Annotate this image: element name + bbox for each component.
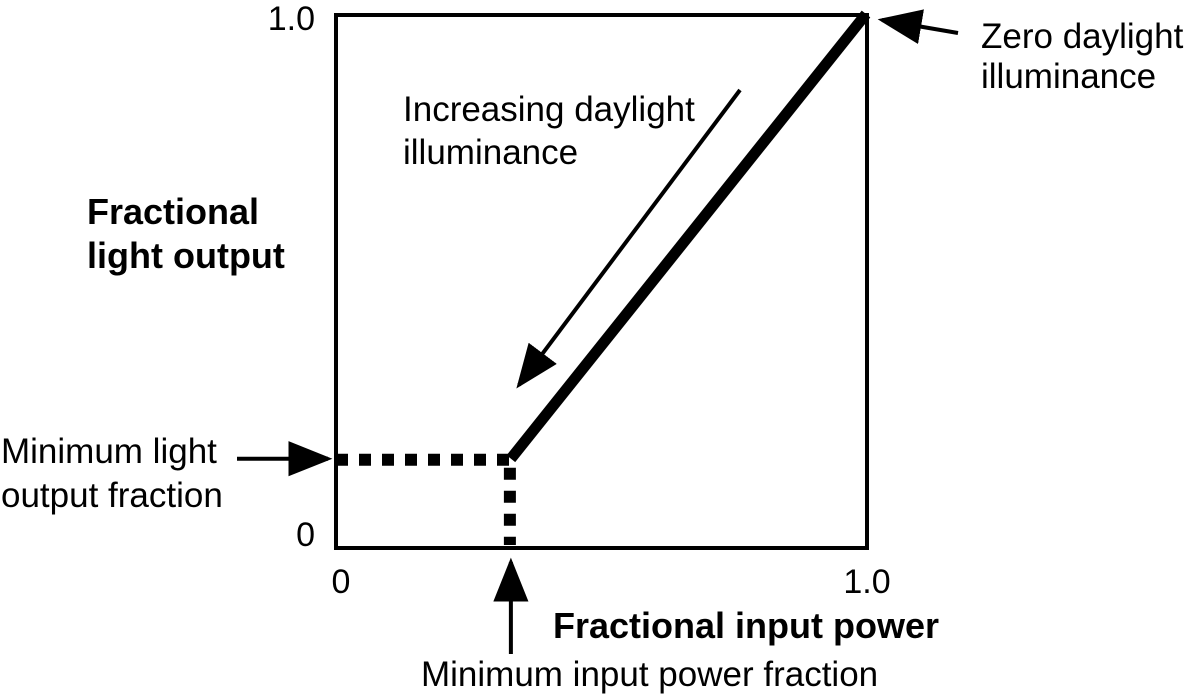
x-axis-tick-0: 0	[331, 563, 351, 601]
annotation-min-light-output: Minimum light output fraction	[1, 432, 223, 515]
y-axis-tick-1.0: 1.0	[267, 0, 315, 38]
annotation-increasing-daylight: Increasing daylight illuminance	[403, 90, 695, 172]
dimming-curve-line	[506, 10, 871, 463]
annotation-min-input-power: Minimum input power fraction	[421, 655, 879, 694]
y-axis-tick-0: 0	[296, 516, 315, 554]
x-axis-tick-1.0: 1.0	[843, 563, 891, 601]
y-axis-label: Fractional light output	[87, 191, 285, 276]
x-axis-label: Fractional input power	[553, 605, 940, 646]
zero-daylight-arrow	[877, 9, 959, 45]
annotation-zero-daylight: Zero daylight illuminance	[981, 17, 1184, 96]
increasing-daylight-arrow	[516, 88, 742, 389]
plot-box	[334, 13, 869, 550]
